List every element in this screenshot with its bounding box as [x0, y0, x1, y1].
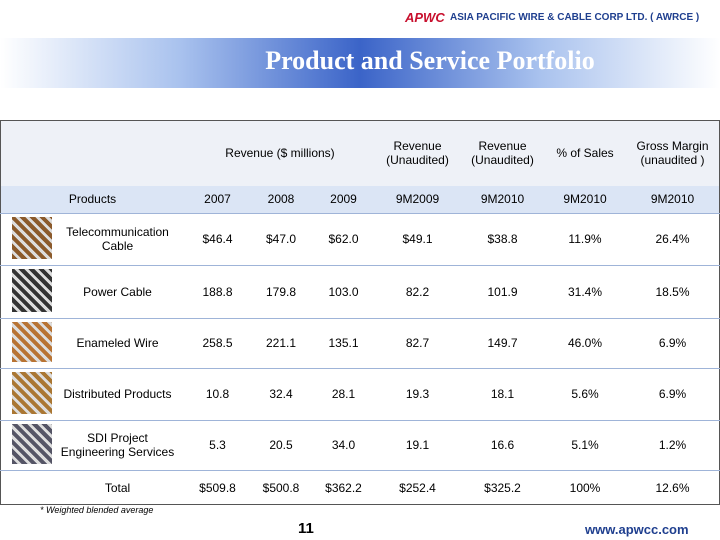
product-icon — [12, 269, 52, 312]
slide-title: Product and Service Portfolio — [265, 46, 595, 75]
column-header: Revenue ($ millions) — [225, 145, 335, 160]
row-line — [0, 265, 720, 266]
product-name: Telecommunication Cable — [66, 225, 169, 253]
footnote: * Weighted blended average — [40, 505, 154, 515]
table-cell: 26.4% — [655, 232, 690, 246]
table-cell: 103.0 — [328, 284, 359, 299]
subheader: 9M2010 — [480, 192, 525, 206]
row-line — [0, 470, 720, 471]
table-cell: 18.5% — [655, 284, 690, 299]
table-cell: 5.6% — [571, 387, 599, 401]
table-cell: 135.1 — [328, 336, 359, 350]
table-cell: $509.8 — [199, 480, 236, 495]
row-line — [0, 213, 720, 214]
table — [0, 120, 720, 505]
table-cell: 34.0 — [331, 438, 356, 452]
table-cell: 6.9% — [658, 336, 687, 350]
table-cell: 1.2% — [658, 438, 687, 452]
subheader: 9M2010 — [650, 192, 695, 206]
subheader-bg — [1, 186, 719, 214]
table-cell: 221.1 — [265, 336, 297, 350]
subheader: 2009 — [330, 192, 357, 206]
table-cell: 32.4 — [269, 387, 293, 401]
table-cell: 19.1 — [405, 438, 430, 452]
logo: APWC — [405, 10, 445, 25]
subheader: 9M2010 — [563, 192, 607, 206]
product-icon — [12, 372, 52, 414]
subheader: 9M2009 — [395, 192, 440, 206]
column-header: Revenue (Unaudited) — [386, 138, 449, 167]
product-name: Power Cable — [83, 284, 152, 299]
table-cell: 188.8 — [202, 284, 233, 299]
table-cell: 5.3 — [209, 438, 226, 452]
column-header: Revenue (Unaudited) — [471, 138, 534, 167]
product-name: Enameled Wire — [76, 336, 159, 350]
row-line — [0, 318, 720, 319]
header-bg — [1, 121, 719, 186]
table-cell: 179.8 — [265, 284, 297, 299]
table-cell: $500.8 — [262, 480, 300, 495]
column-header: % of Sales — [556, 145, 614, 160]
product-name: Total — [104, 480, 131, 495]
table-cell: $47.0 — [265, 232, 297, 246]
table-cell: $38.8 — [487, 232, 518, 246]
table-cell: 11.9% — [568, 232, 602, 246]
page-number: 11 — [298, 520, 314, 537]
company-name: ASIA PACIFIC WIRE & CABLE CORP LTD. ( AW… — [450, 12, 700, 23]
table-cell: 6.9% — [658, 387, 687, 401]
subheader: Products — [68, 192, 117, 206]
column-header: Gross Margin (unaudited ) — [636, 138, 709, 167]
table-cell: 46.0% — [567, 336, 603, 350]
title-bar — [0, 38, 720, 88]
row-line — [0, 368, 720, 369]
table-cell: 31.4% — [567, 284, 603, 299]
subheader: 2007 — [204, 192, 231, 206]
table-cell: 101.9 — [487, 284, 518, 299]
subheader: 2008 — [267, 192, 295, 206]
table-cell: $362.2 — [325, 480, 362, 495]
table-cell: $62.0 — [328, 232, 359, 246]
table-cell: 19.3 — [405, 387, 430, 401]
product-icon — [12, 217, 52, 259]
table-cell: 28.1 — [331, 387, 356, 401]
table-cell: 12.6% — [655, 480, 690, 495]
table-cell: $325.2 — [484, 480, 521, 495]
table-cell: 20.5 — [269, 438, 293, 452]
table-cell: 5.1% — [571, 438, 599, 452]
table-cell: $252.4 — [399, 480, 436, 495]
product-name: SDI Project Engineering Services — [60, 431, 175, 459]
product-name: Distributed Products — [63, 387, 172, 401]
table-cell: 10.8 — [205, 387, 230, 401]
website: www.apwcc.com — [585, 522, 689, 537]
product-icon — [12, 424, 52, 464]
table-cell: 100% — [569, 480, 601, 495]
table-cell: $46.4 — [202, 232, 233, 246]
table-cell: $49.1 — [402, 232, 433, 246]
table-cell: 149.7 — [487, 336, 518, 350]
row-line — [0, 420, 720, 421]
table-cell: 16.6 — [490, 438, 515, 452]
table-cell: 82.7 — [405, 336, 430, 350]
product-icon — [12, 322, 52, 362]
table-cell: 18.1 — [490, 387, 515, 401]
table-cell: 82.2 — [405, 284, 430, 299]
table-cell: 258.5 — [202, 336, 233, 350]
